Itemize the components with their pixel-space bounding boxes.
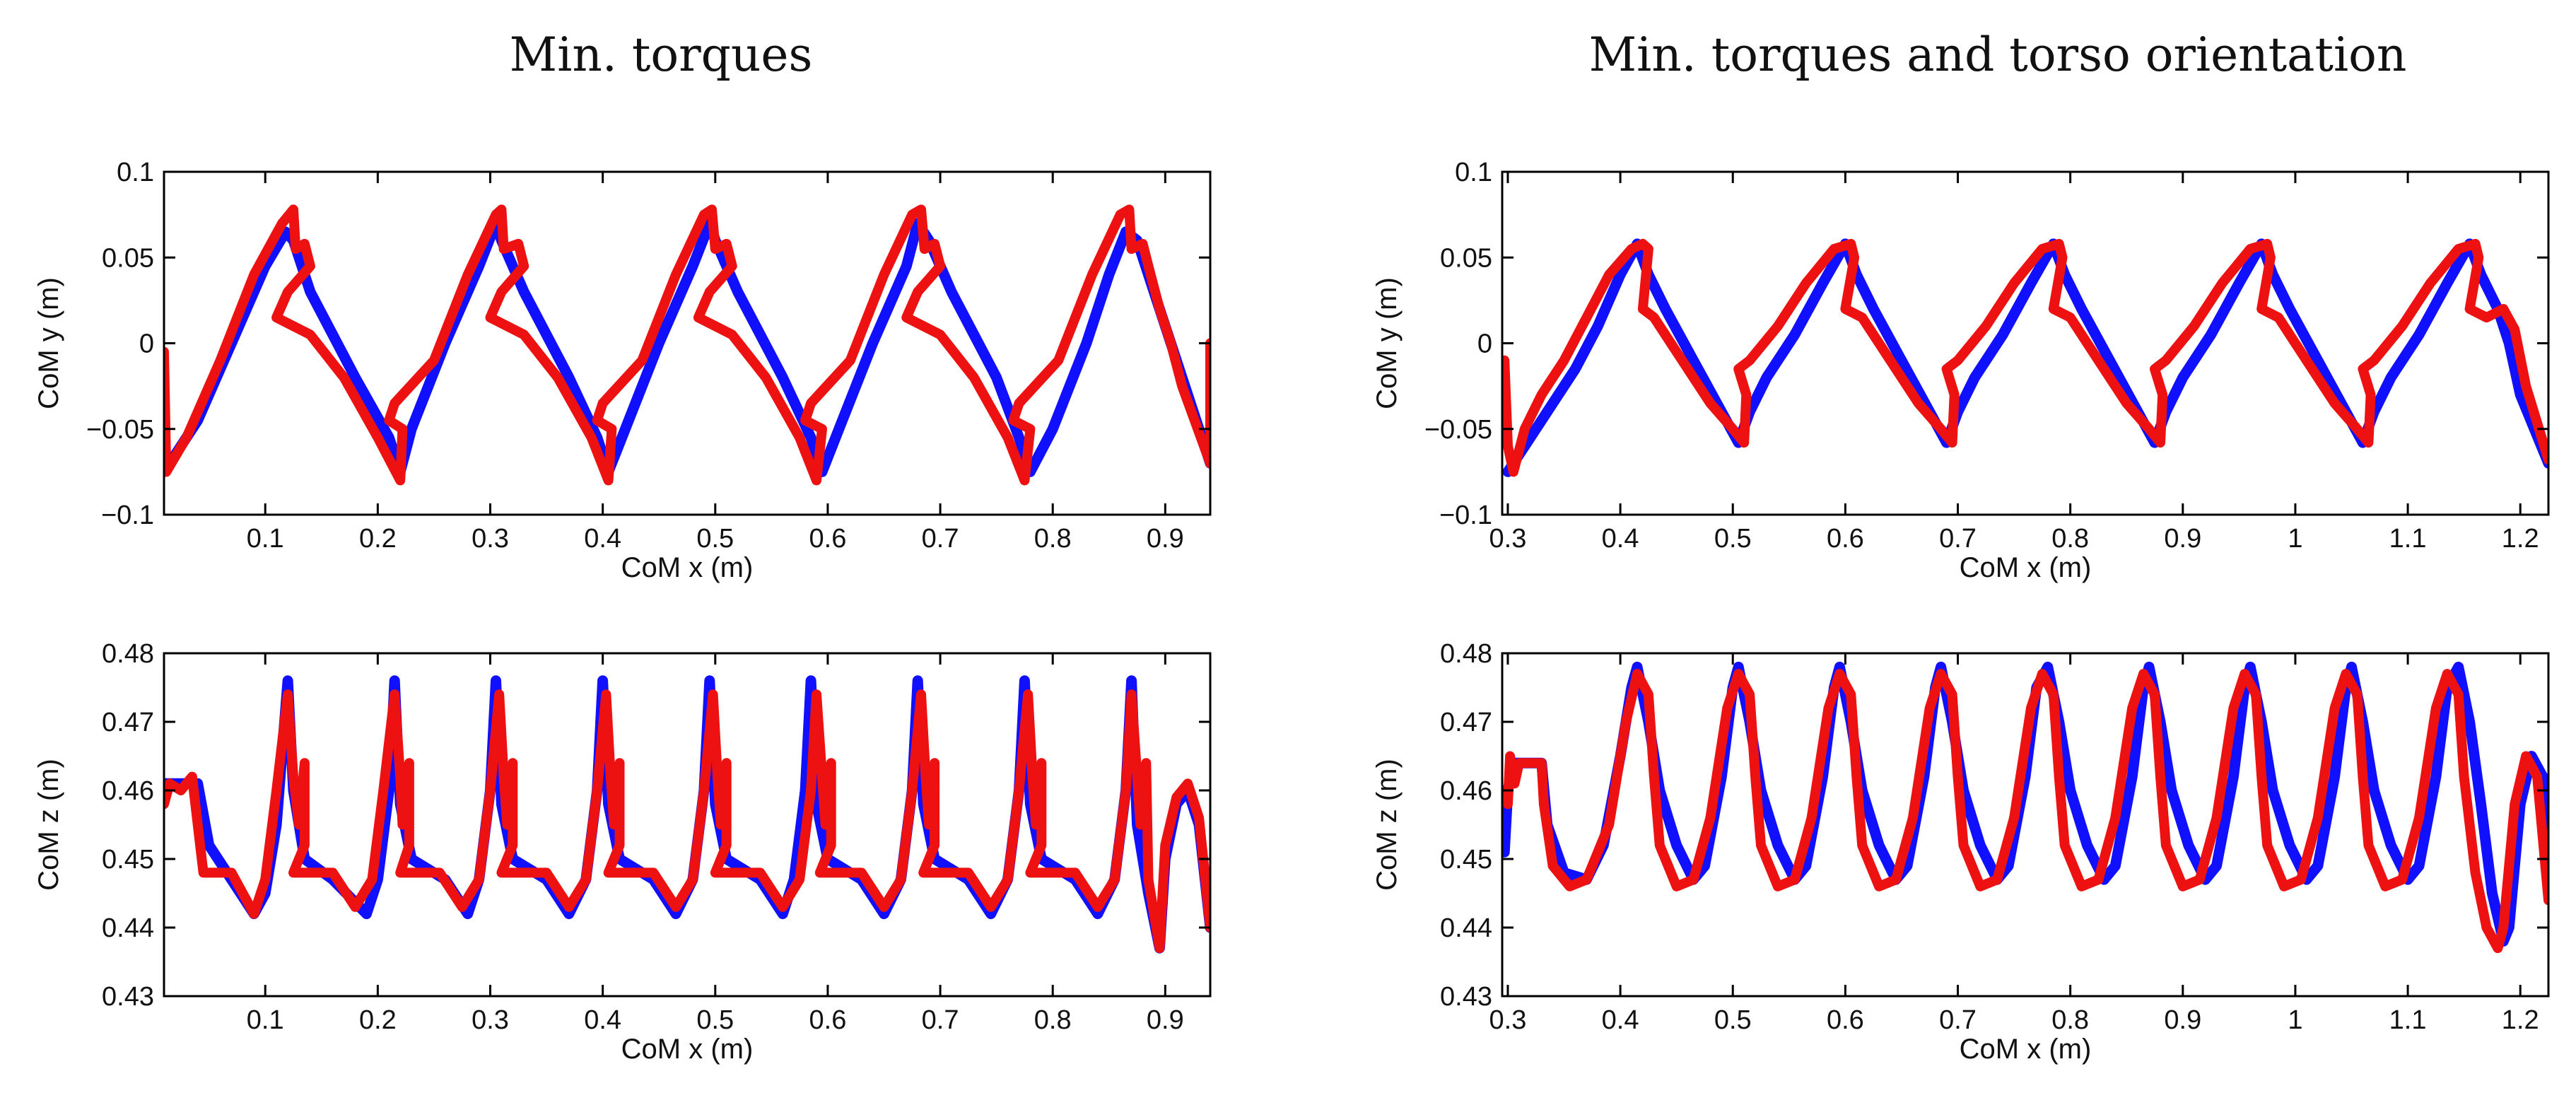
x-tick-label: 0.6	[1827, 524, 1864, 554]
y-axis-label: CoM y (m)	[33, 277, 64, 409]
x-tick-label: 0.4	[1602, 524, 1639, 554]
x-tick-label: 0.3	[472, 524, 509, 554]
plot-area	[1502, 661, 2548, 954]
series-red-line	[1503, 669, 2548, 954]
axes-frame	[1501, 652, 2550, 998]
x-tick-label: 0.1	[247, 524, 284, 554]
x-tick-label: 0.7	[1939, 524, 1977, 554]
y-tick-label: 0.05	[102, 243, 154, 273]
panel-right-xz: 0.3 0.4 0.5 0.6 0.7 0.8 0.9 1 1.1 1.2 0.43 0.44 0.45…	[1371, 639, 2550, 1065]
x-tick-label: 0.4	[584, 1005, 621, 1035]
y-tick-label: 0.45	[102, 845, 154, 875]
y-tick-label: −0.1	[1439, 501, 1492, 530]
y-tick-label: −0.05	[1424, 415, 1492, 445]
series-blue-line	[1502, 238, 2548, 477]
y-tick-label: 0.45	[1440, 845, 1492, 875]
x-tick-label: 0.3	[1489, 1005, 1527, 1035]
x-tick-label: 1.2	[2502, 524, 2539, 554]
x-tick-label: 0.2	[359, 1005, 397, 1035]
x-tick-label: 0.9	[1147, 524, 1184, 554]
y-tick-label: 0.43	[102, 982, 154, 1012]
y-tick-label: 0.48	[1440, 639, 1492, 669]
series-red-line	[1502, 238, 2548, 477]
y-tick-label: 0.48	[102, 639, 154, 669]
y-tick-label: 0	[139, 329, 154, 359]
y-axis-label: CoM z (m)	[1371, 759, 1403, 891]
series-red-line	[164, 689, 1210, 954]
title-right: Min. torques and torso orientation	[1589, 28, 2407, 82]
x-tick-label: 0.6	[809, 1005, 847, 1035]
y-tick-label: 0.05	[1440, 243, 1492, 273]
y-tick-label: 0.1	[1455, 158, 1492, 187]
y-tick-label: 0.47	[1440, 708, 1492, 737]
x-tick-label: 0.8	[1034, 524, 1072, 554]
plot-area	[1502, 238, 2548, 477]
y-axis-label: CoM z (m)	[33, 759, 64, 891]
x-tick-label: 0.6	[809, 524, 847, 554]
x-tick-label: 1.1	[2389, 524, 2427, 554]
axes-frame	[163, 652, 1212, 998]
x-tick-label: 1.1	[2389, 1005, 2427, 1035]
title-left: Min. torques	[510, 28, 813, 82]
x-tick-label: 0.4	[1602, 1005, 1639, 1035]
y-tick-label: 0.44	[1440, 913, 1492, 943]
x-tick-label: 1.2	[2502, 1005, 2539, 1035]
series-red-line	[164, 204, 1210, 486]
x-tick-label: 0.6	[1827, 1005, 1864, 1035]
y-tick-label: 0.1	[117, 158, 154, 187]
x-tick-label: 0.9	[1147, 1005, 1184, 1035]
x-tick-label: 0.3	[472, 1005, 509, 1035]
x-tick-label: 0.5	[1714, 524, 1752, 554]
x-tick-label: 0.7	[1939, 1005, 1977, 1035]
x-tick-label: 0.5	[1714, 1005, 1752, 1035]
x-axis-label: CoM x (m)	[1960, 552, 2092, 583]
x-tick-label: 0.7	[922, 524, 959, 554]
x-tick-label: 0.3	[1489, 524, 1527, 554]
y-tick-label: 0.46	[1440, 776, 1492, 806]
y-tick-label: −0.05	[86, 415, 154, 445]
y-tick-label: 0	[1477, 329, 1492, 359]
x-tick-label: 0.4	[584, 524, 621, 554]
x-tick-label: 0.7	[922, 1005, 959, 1035]
x-tick-label: 1	[2288, 524, 2302, 554]
panel-left-xz: 0.1 0.2 0.3 0.4 0.5 0.6 0.7 0.8 0.9 0.43 0.44 0.45 0…	[33, 639, 1212, 1065]
y-tick-label: 0.46	[102, 776, 154, 806]
x-axis-label: CoM x (m)	[1960, 1034, 2092, 1065]
panel-left-xy: 0.1 0.2 0.3 0.4 0.5 0.6 0.7 0.8 0.9 −0.1 −0.05 0 0.0…	[33, 158, 1212, 583]
plot-area	[164, 204, 1210, 486]
x-tick-label: 0.8	[2051, 524, 2089, 554]
x-axis-label: CoM x (m)	[621, 552, 754, 583]
x-tick-label: 0.9	[2164, 1005, 2201, 1035]
y-tick-label: 0.44	[102, 913, 154, 943]
plot-area	[164, 675, 1210, 954]
x-tick-label: 0.2	[359, 524, 397, 554]
y-tick-label: 0.47	[102, 708, 154, 737]
panel-right-xy: 0.3 0.4 0.5 0.6 0.7 0.8 0.9 1 1.1 1.2 −0.1 −0.05 0 0.…	[1371, 158, 2550, 583]
x-tick-label: 0.5	[696, 1005, 734, 1035]
series-blue-line	[164, 675, 1210, 954]
x-tick-label: 1	[2288, 1005, 2302, 1035]
x-tick-label: 0.9	[2164, 524, 2201, 554]
x-axis-label: CoM x (m)	[621, 1034, 754, 1065]
x-tick-label: 0.1	[247, 1005, 284, 1035]
x-tick-label: 0.5	[696, 524, 734, 554]
y-tick-label: −0.1	[101, 501, 154, 530]
y-axis-label: CoM y (m)	[1371, 277, 1403, 409]
x-tick-label: 0.8	[1034, 1005, 1072, 1035]
y-tick-label: 0.43	[1440, 982, 1492, 1012]
x-tick-label: 0.8	[2051, 1005, 2089, 1035]
